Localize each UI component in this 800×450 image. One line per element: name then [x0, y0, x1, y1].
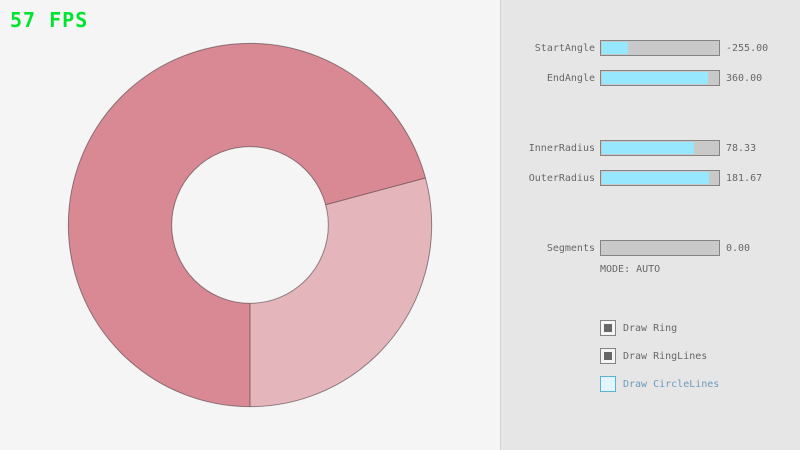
outer-radius-value: 181.67 — [726, 173, 763, 184]
slider-fill — [602, 142, 695, 154]
checkbox-box[interactable] — [600, 376, 616, 392]
draw-ring-checkbox[interactable]: Draw Ring — [600, 320, 677, 336]
checkbox-label: Draw RingLines — [623, 350, 708, 362]
end-angle-label: EndAngle — [546, 73, 595, 84]
start-angle-value: -255.00 — [726, 43, 769, 54]
start-angle-slider[interactable] — [600, 40, 720, 56]
start-angle-label: StartAngle — [534, 43, 595, 54]
checkbox-box[interactable] — [600, 348, 616, 364]
segments-label: Segments — [546, 243, 595, 254]
checkbox-label: Draw CircleLines — [623, 378, 720, 390]
inner-radius-value: 78.33 — [726, 143, 757, 154]
fps-counter: 57 FPS — [10, 8, 89, 32]
draw-ringlines-checkbox[interactable]: Draw RingLines — [600, 348, 707, 364]
draw-circlelines-checkbox[interactable]: Draw CircleLines — [600, 376, 719, 392]
inner-radius-label: InnerRadius — [528, 143, 595, 154]
inner-radius-slider[interactable] — [600, 140, 720, 156]
outer-radius-label: OuterRadius — [528, 173, 595, 184]
checkbox-box[interactable] — [600, 320, 616, 336]
segments-slider[interactable] — [600, 240, 720, 256]
checkbox-check-icon — [604, 352, 612, 360]
outer-radius-slider[interactable] — [600, 170, 720, 186]
end-angle-value: 360.00 — [726, 73, 763, 84]
end-angle-slider[interactable] — [600, 70, 720, 86]
slider-fill — [602, 72, 709, 84]
checkbox-label: Draw Ring — [623, 322, 678, 334]
segments-value: 0.00 — [726, 243, 751, 254]
slider-fill — [602, 42, 628, 54]
slider-fill — [602, 172, 710, 184]
controls-panel — [500, 0, 800, 450]
checkbox-check-icon — [604, 324, 612, 332]
mode-indicator: MODE: AUTO — [600, 264, 661, 275]
